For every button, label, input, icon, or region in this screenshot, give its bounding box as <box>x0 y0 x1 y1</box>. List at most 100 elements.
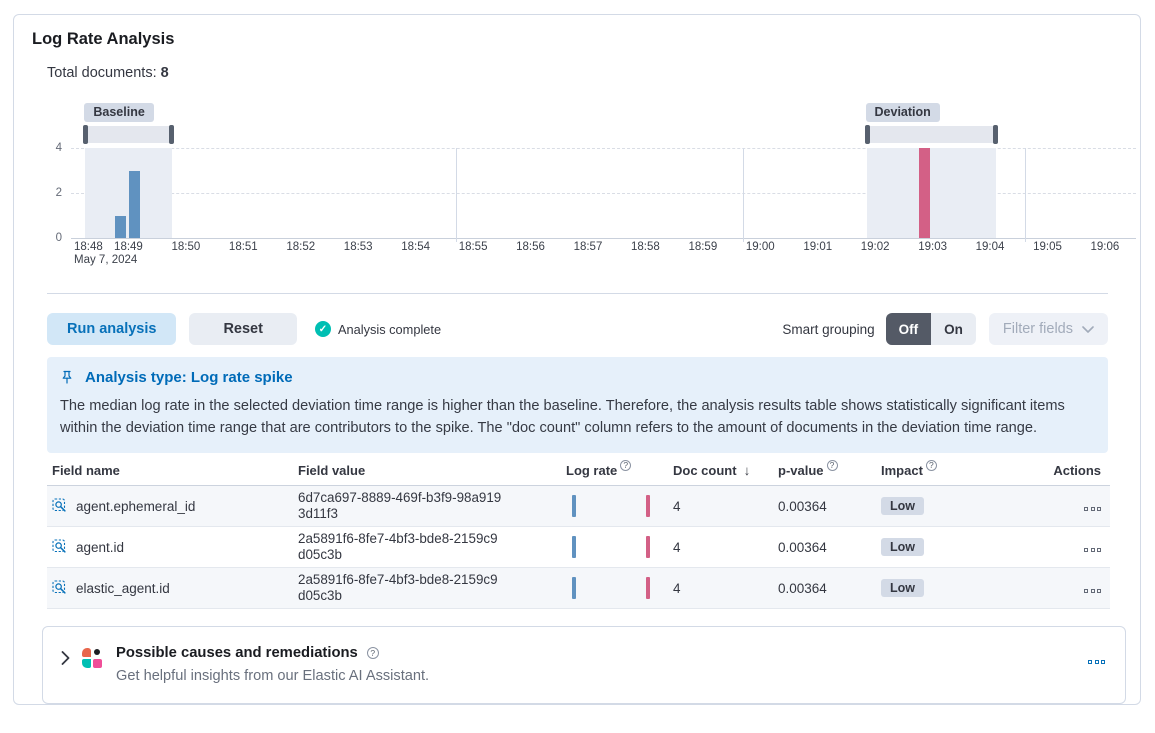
y-gridline <box>71 193 1136 194</box>
log-rate-baseline-bar <box>572 536 576 558</box>
x-axis-label: 18:55 <box>458 241 488 253</box>
run-analysis-button[interactable]: Run analysis <box>47 313 177 345</box>
doc-count-bar <box>919 148 931 238</box>
callout-body: The median log rate in the selected devi… <box>60 398 1065 436</box>
field-name: elastic_agent.id <box>76 580 170 596</box>
y-axis-label: 0 <box>55 232 62 244</box>
panel-actions-button[interactable] <box>1088 660 1105 664</box>
log-rate-deviation-bar <box>646 536 650 558</box>
baseline-brush-label: Baseline <box>84 103 154 122</box>
info-icon: ? <box>925 460 937 471</box>
filter-field-icon[interactable] <box>52 580 68 596</box>
p-value: 0.00364 <box>778 498 827 514</box>
x-axis-label: 19:04 <box>975 241 1005 253</box>
impact-badge: Low <box>881 579 924 597</box>
doc-count-bar <box>129 170 141 238</box>
baseline-region <box>85 148 172 238</box>
column-header-impact[interactable]: Impact? <box>876 459 1016 485</box>
row-actions-button[interactable] <box>1084 547 1101 552</box>
brush-handle[interactable] <box>168 125 174 144</box>
x-axis-label: 18:53 <box>343 241 373 253</box>
column-label: Doc count <box>673 463 737 478</box>
brush-handle[interactable] <box>83 125 89 144</box>
field-value: 2a5891f6-8fe7-4bf3-bde8-2159c9d05c3b <box>298 571 498 604</box>
log-rate-baseline-bar <box>572 495 576 517</box>
x-axis-label: 18:59 <box>688 241 718 253</box>
field-value: 2a5891f6-8fe7-4bf3-bde8-2159c9d05c3b <box>298 530 498 563</box>
table-row: agent.ephemeral_id 6d7ca697-8889-469f-b3f… <box>47 486 1110 527</box>
table-row: agent.id 2a5891f6-8fe7-4bf3-bde8-2159c9d0… <box>47 527 1110 568</box>
x-axis-label: 18:57 <box>573 241 603 253</box>
x-gridline <box>1024 148 1026 242</box>
smart-grouping-label: Smart grouping <box>782 321 875 337</box>
field-name: agent.ephemeral_id <box>76 498 196 514</box>
x-axis-label: 18:50 <box>171 241 201 253</box>
brush-handle[interactable] <box>864 125 870 144</box>
column-header-field-name[interactable]: Field name <box>47 459 293 485</box>
page-title: Log Rate Analysis <box>32 30 175 48</box>
results-table-body: agent.ephemeral_id 6d7ca697-8889-469f-b3f… <box>47 486 1110 609</box>
info-icon: ? <box>620 460 632 471</box>
analysis-status-text: Analysis complete <box>337 321 442 337</box>
ai-assistant-icon <box>82 648 102 668</box>
x-gridline <box>743 148 745 242</box>
column-label: Actions <box>1053 463 1101 478</box>
log-rate-deviation-bar <box>646 577 650 599</box>
filter-fields-button[interactable]: Filter fields <box>988 313 1108 345</box>
insights-panel-subtitle: Get helpful insights from our Elastic AI… <box>116 668 430 684</box>
analysis-type-callout: Analysis type: Log rate spike The median… <box>47 357 1108 453</box>
row-actions-button[interactable] <box>1084 588 1101 593</box>
column-label: Field value <box>298 463 366 478</box>
row-actions-button[interactable] <box>1084 506 1101 511</box>
brush-handle[interactable] <box>992 125 998 144</box>
filter-field-icon[interactable] <box>52 539 68 555</box>
column-label: Impact <box>881 463 923 478</box>
deviation-brush[interactable] <box>864 125 998 144</box>
impact-badge: Low <box>881 497 924 515</box>
help-icon[interactable]: ? <box>366 647 379 659</box>
results-table-header: Field name Field value Log rate? Doc count ↓… <box>47 459 1110 486</box>
x-axis-label: 19:06 <box>1090 241 1120 253</box>
check-icon: ✓ <box>314 321 331 337</box>
column-header-actions: Actions <box>1016 459 1110 485</box>
column-header-p-value[interactable]: p-value? <box>773 459 876 485</box>
y-gridline <box>71 148 1136 149</box>
x-axis-label: 18:51 <box>228 241 258 253</box>
insights-panel-title: Possible causes and remediations <box>116 645 358 661</box>
field-name: agent.id <box>76 539 125 555</box>
total-documents-value: 8 <box>160 65 169 81</box>
insights-panel: Possible causes and remediations ? Get h… <box>42 626 1126 704</box>
total-documents: Total documents: 8 <box>47 65 1122 81</box>
column-label: Field name <box>52 463 120 478</box>
impact-badge: Low <box>881 538 924 556</box>
column-header-doc-count[interactable]: Doc count ↓ <box>668 459 773 485</box>
table-row: elastic_agent.id 2a5891f6-8fe7-4bf3-bde8-… <box>47 568 1110 609</box>
x-gridline <box>455 148 457 242</box>
deviation-region <box>866 148 996 238</box>
reset-button[interactable]: Reset <box>189 313 297 345</box>
p-value: 0.00364 <box>778 580 827 596</box>
x-axis-line <box>71 238 1136 239</box>
doc-count-chart: 4 2 0 Baseline Deviation 18:48 18:49 18:50 18:51… <box>32 85 1136 267</box>
doc-count-value: 4 <box>673 539 681 555</box>
smart-grouping-on-button[interactable]: On <box>931 313 976 345</box>
x-axis-label: 19:03 <box>918 241 947 253</box>
total-documents-label: Total documents: <box>47 65 157 81</box>
column-label: p-value <box>778 463 824 478</box>
x-axis-label: 18:58 <box>631 241 660 253</box>
column-header-field-value[interactable]: Field value <box>293 459 561 485</box>
column-header-log-rate[interactable]: Log rate? <box>561 459 668 485</box>
filter-fields-label: Filter fields <box>1002 321 1073 337</box>
doc-count-value: 4 <box>673 580 681 596</box>
expand-panel-button[interactable] <box>59 647 72 672</box>
x-axis-label: 19:05 <box>1033 241 1062 253</box>
baseline-brush[interactable] <box>83 125 174 144</box>
y-axis-label: 4 <box>55 142 62 154</box>
deviation-brush-label: Deviation <box>865 103 940 122</box>
filter-field-icon[interactable] <box>52 498 68 514</box>
x-axis-label: 18:48 <box>74 241 103 253</box>
pin-icon <box>62 370 72 384</box>
results-table: Field name Field value Log rate? Doc count ↓… <box>47 459 1110 609</box>
callout-title: Analysis type: Log rate spike <box>85 369 293 386</box>
smart-grouping-off-button[interactable]: Off <box>885 313 932 345</box>
